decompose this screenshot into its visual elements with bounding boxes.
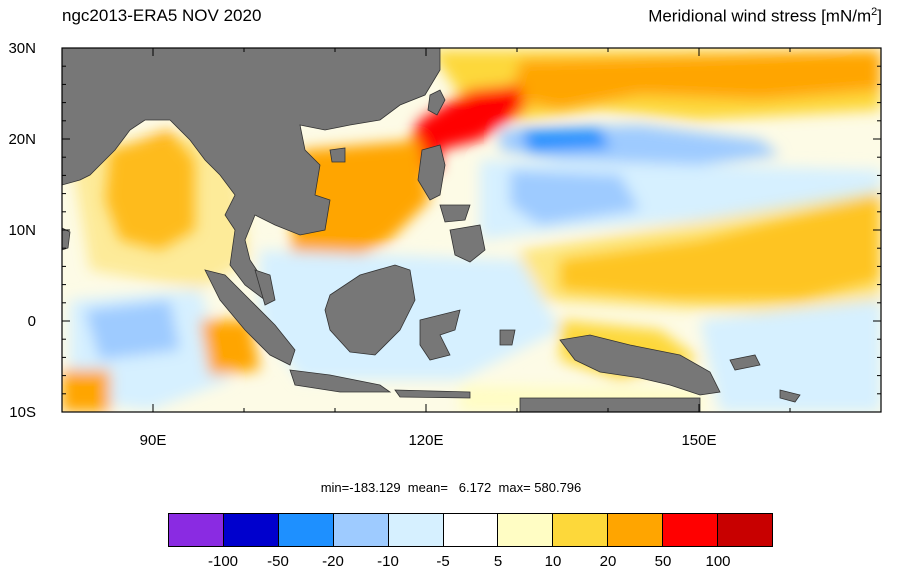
- colorbar-label: 100: [705, 553, 731, 570]
- lat-label-10s: 10S: [9, 404, 36, 421]
- colorbar-swatch: [443, 514, 499, 546]
- land-solomons: [779, 389, 801, 403]
- land-taiwan: [427, 89, 446, 116]
- colorbar-swatch: [333, 514, 389, 546]
- field-blue-strong-20n: [520, 128, 610, 152]
- colorbar-label: 50: [654, 553, 672, 570]
- land-australia: [519, 397, 701, 412]
- land-visayas: [439, 204, 471, 223]
- land-new-guinea: [559, 334, 721, 396]
- field-red-core: [410, 85, 525, 150]
- land-moluccas: [499, 329, 516, 346]
- land-luzon: [417, 144, 446, 201]
- land-java: [289, 369, 392, 393]
- field-orange-sumatra: [200, 320, 260, 375]
- variable-title-main: Meridional wind stress [mN/m: [648, 6, 872, 26]
- colorbar-swatch: [553, 514, 609, 546]
- stats-summary: min=-183.129 mean= 6.172 max= 580.796: [320, 480, 582, 495]
- colorbar-label: -5: [436, 553, 450, 570]
- land-mindanao: [449, 224, 486, 263]
- colorbar-label: 5: [493, 553, 503, 570]
- land-masses: [62, 48, 801, 412]
- colorbar-label: 20: [599, 553, 617, 570]
- land-sri-lanka: [62, 227, 71, 251]
- variable-title-superscript: 2: [871, 6, 878, 18]
- land-lesser-sunda: [394, 389, 471, 399]
- field-blue-phil: [510, 170, 640, 225]
- map-frame: [61, 47, 882, 413]
- colorbar-swatch: [718, 514, 772, 546]
- field-lightblue-se: [700, 300, 881, 412]
- land-malay: [254, 269, 276, 306]
- lon-label-90e: 90E: [139, 432, 167, 449]
- land-hainan: [329, 147, 346, 163]
- colorbar-swatch: [608, 514, 664, 546]
- field-blue-io: [85, 300, 180, 360]
- lon-label-150e: 150E: [681, 432, 717, 449]
- colorbar: [168, 513, 773, 547]
- map-title: ngc2013-ERA5 NOV 2020: [62, 6, 262, 25]
- land-sulawesi: [419, 309, 461, 361]
- field-lightblue-indonesia: [260, 250, 560, 380]
- colorbar-swatch: [223, 514, 279, 546]
- field-orange-sw: [62, 370, 110, 412]
- colorbar-swatch: [278, 514, 334, 546]
- variable-title: Meridional wind stress [mN/m2]: [648, 6, 882, 27]
- lat-label-10n: 10N: [8, 222, 36, 239]
- colorbar-swatch: [169, 514, 224, 546]
- colorbar-label: -20: [322, 553, 344, 570]
- variable-title-end: ]: [877, 6, 882, 26]
- land-borneo: [324, 264, 416, 356]
- colorbar-label: 10: [544, 553, 562, 570]
- colorbar-swatch: [663, 514, 719, 546]
- colorbar-label: -10: [377, 553, 399, 570]
- colorbar-swatch: [498, 514, 554, 546]
- field-yellow-east: [520, 190, 881, 320]
- lon-label-120e: 120E: [408, 432, 444, 449]
- lat-label-0: 0: [27, 313, 36, 330]
- colorbar-swatch: [388, 514, 444, 546]
- colorbar-label: -50: [267, 553, 289, 570]
- field-yellow-bob: [70, 130, 250, 290]
- lat-label-30n: 30N: [8, 40, 36, 57]
- land-sumatra: [204, 269, 296, 366]
- land-new-britain: [729, 354, 761, 371]
- lat-label-20n: 20N: [8, 131, 36, 148]
- field-orange-scs: [290, 140, 430, 270]
- field-orange-northeast: [510, 50, 881, 110]
- colorbar-label: -100: [207, 553, 239, 570]
